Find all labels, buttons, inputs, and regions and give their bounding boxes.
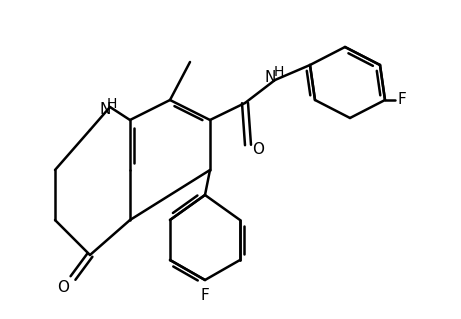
Text: H: H (107, 97, 117, 111)
Text: N: N (264, 70, 276, 85)
Text: O: O (252, 143, 264, 158)
Text: H: H (274, 65, 284, 79)
Text: N: N (99, 102, 111, 117)
Text: F: F (398, 93, 407, 108)
Text: F: F (201, 288, 209, 303)
Text: O: O (57, 280, 69, 295)
